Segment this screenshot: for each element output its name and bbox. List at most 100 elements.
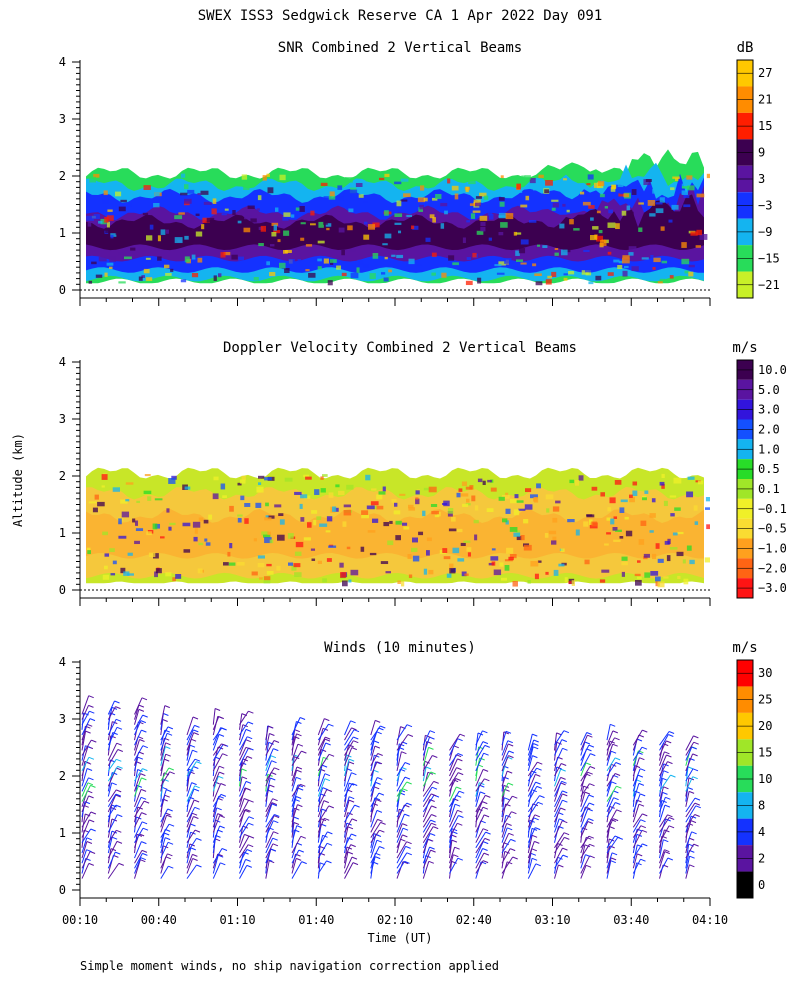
speckle xyxy=(213,476,219,481)
speckle xyxy=(645,179,652,183)
y-axis-label: Altitude (km) xyxy=(11,433,25,527)
wind-barb xyxy=(685,746,693,761)
speckle xyxy=(264,477,272,481)
speckle xyxy=(621,561,628,566)
wind-barb-flag xyxy=(193,816,199,819)
wind-barb xyxy=(239,747,247,761)
wind-barb xyxy=(186,750,193,766)
speckle xyxy=(368,224,376,230)
wind-barb xyxy=(527,814,536,828)
speckle xyxy=(470,213,476,219)
speckle xyxy=(461,481,468,487)
wind-barb-flag xyxy=(432,755,438,758)
speckle xyxy=(197,257,203,263)
speckle xyxy=(160,536,165,539)
wind-barb-flag xyxy=(507,740,513,744)
speckle xyxy=(452,547,460,554)
wind-barb-flag xyxy=(482,860,489,864)
wind-barb xyxy=(265,726,269,741)
snr-unit: dB xyxy=(737,40,754,56)
wind-barb xyxy=(527,835,533,854)
speckle xyxy=(641,257,649,260)
speckle xyxy=(341,272,347,277)
speckle xyxy=(513,231,517,236)
wind-barb-flag xyxy=(378,792,385,796)
wind-barb xyxy=(291,756,295,777)
wind-barb-flag xyxy=(325,742,331,746)
wind-barb xyxy=(475,795,486,813)
wind-barb-flag xyxy=(217,813,223,817)
wind-barb xyxy=(422,781,435,797)
wind-barb-flag xyxy=(642,729,648,733)
wind-barb-flag xyxy=(512,856,518,860)
speckle xyxy=(346,546,351,550)
wind-barb-flag xyxy=(116,758,122,762)
wind-barb-flag xyxy=(116,789,122,793)
speckle xyxy=(103,190,108,196)
speckle xyxy=(383,522,390,527)
wind-barb-flag xyxy=(507,782,514,786)
winds-unit: m/s xyxy=(732,640,757,656)
speckle xyxy=(458,488,463,492)
wind-barb-flag xyxy=(503,731,509,735)
wind-barb xyxy=(659,804,666,823)
wind-barb-flag xyxy=(642,843,648,847)
wind-barb-flag xyxy=(638,782,645,786)
speckle xyxy=(489,214,494,220)
speckle xyxy=(552,202,559,208)
wind-barb-flag xyxy=(248,822,254,826)
wind-barb xyxy=(501,755,509,772)
speckle xyxy=(591,521,598,527)
speckle xyxy=(106,221,110,228)
wind-barb-flag xyxy=(248,710,254,714)
wind-barb-flag xyxy=(531,834,538,838)
wind-barb-flag xyxy=(614,757,621,761)
wind-barb-flag xyxy=(531,857,538,861)
wind-barb xyxy=(422,826,434,843)
wind-barb xyxy=(317,860,327,874)
wind-barb-flag xyxy=(245,739,251,743)
doppler-title: Doppler Velocity Combined 2 Vertical Bea… xyxy=(223,340,577,356)
speckle xyxy=(584,559,590,565)
speckle xyxy=(241,475,246,481)
speckle xyxy=(545,279,552,285)
wind-barb xyxy=(317,789,328,808)
speckle xyxy=(516,536,522,541)
wind-barb-flag xyxy=(380,821,386,825)
wind-barb-flag xyxy=(219,825,225,829)
wind-barb-flag xyxy=(221,848,228,851)
wind-barb-flag xyxy=(609,845,615,849)
wind-barb xyxy=(475,848,484,864)
wind-barb xyxy=(134,709,140,725)
speckle xyxy=(237,517,242,523)
speckle xyxy=(504,559,513,562)
wind-barb-flag xyxy=(110,848,117,852)
wind-barb xyxy=(501,839,512,854)
wind-barb xyxy=(685,797,696,813)
wind-barb-flag xyxy=(456,794,462,798)
speckle xyxy=(426,537,432,542)
wind-barb xyxy=(580,854,586,869)
colorbar-label: 4 xyxy=(758,825,765,839)
wind-barb-flag xyxy=(407,734,414,737)
wind-barb-flag xyxy=(85,730,91,734)
wind-barb xyxy=(291,853,296,869)
speckle xyxy=(135,520,139,526)
speckle xyxy=(547,275,553,279)
speckle xyxy=(440,202,448,207)
wind-barb xyxy=(370,761,378,777)
speckle xyxy=(244,503,251,507)
speckle xyxy=(563,277,568,281)
layer-4 xyxy=(86,194,704,251)
wind-barb xyxy=(344,727,352,741)
wind-barb xyxy=(580,835,590,849)
speckle xyxy=(165,273,172,276)
wind-barb xyxy=(475,841,484,859)
speckle xyxy=(622,257,630,264)
wind-barb-flag xyxy=(613,790,619,794)
speckle xyxy=(638,227,643,232)
speckle xyxy=(244,210,249,214)
wind-barb-flag xyxy=(479,782,485,786)
speckle xyxy=(430,504,438,507)
wind-barb-flag xyxy=(140,857,146,861)
